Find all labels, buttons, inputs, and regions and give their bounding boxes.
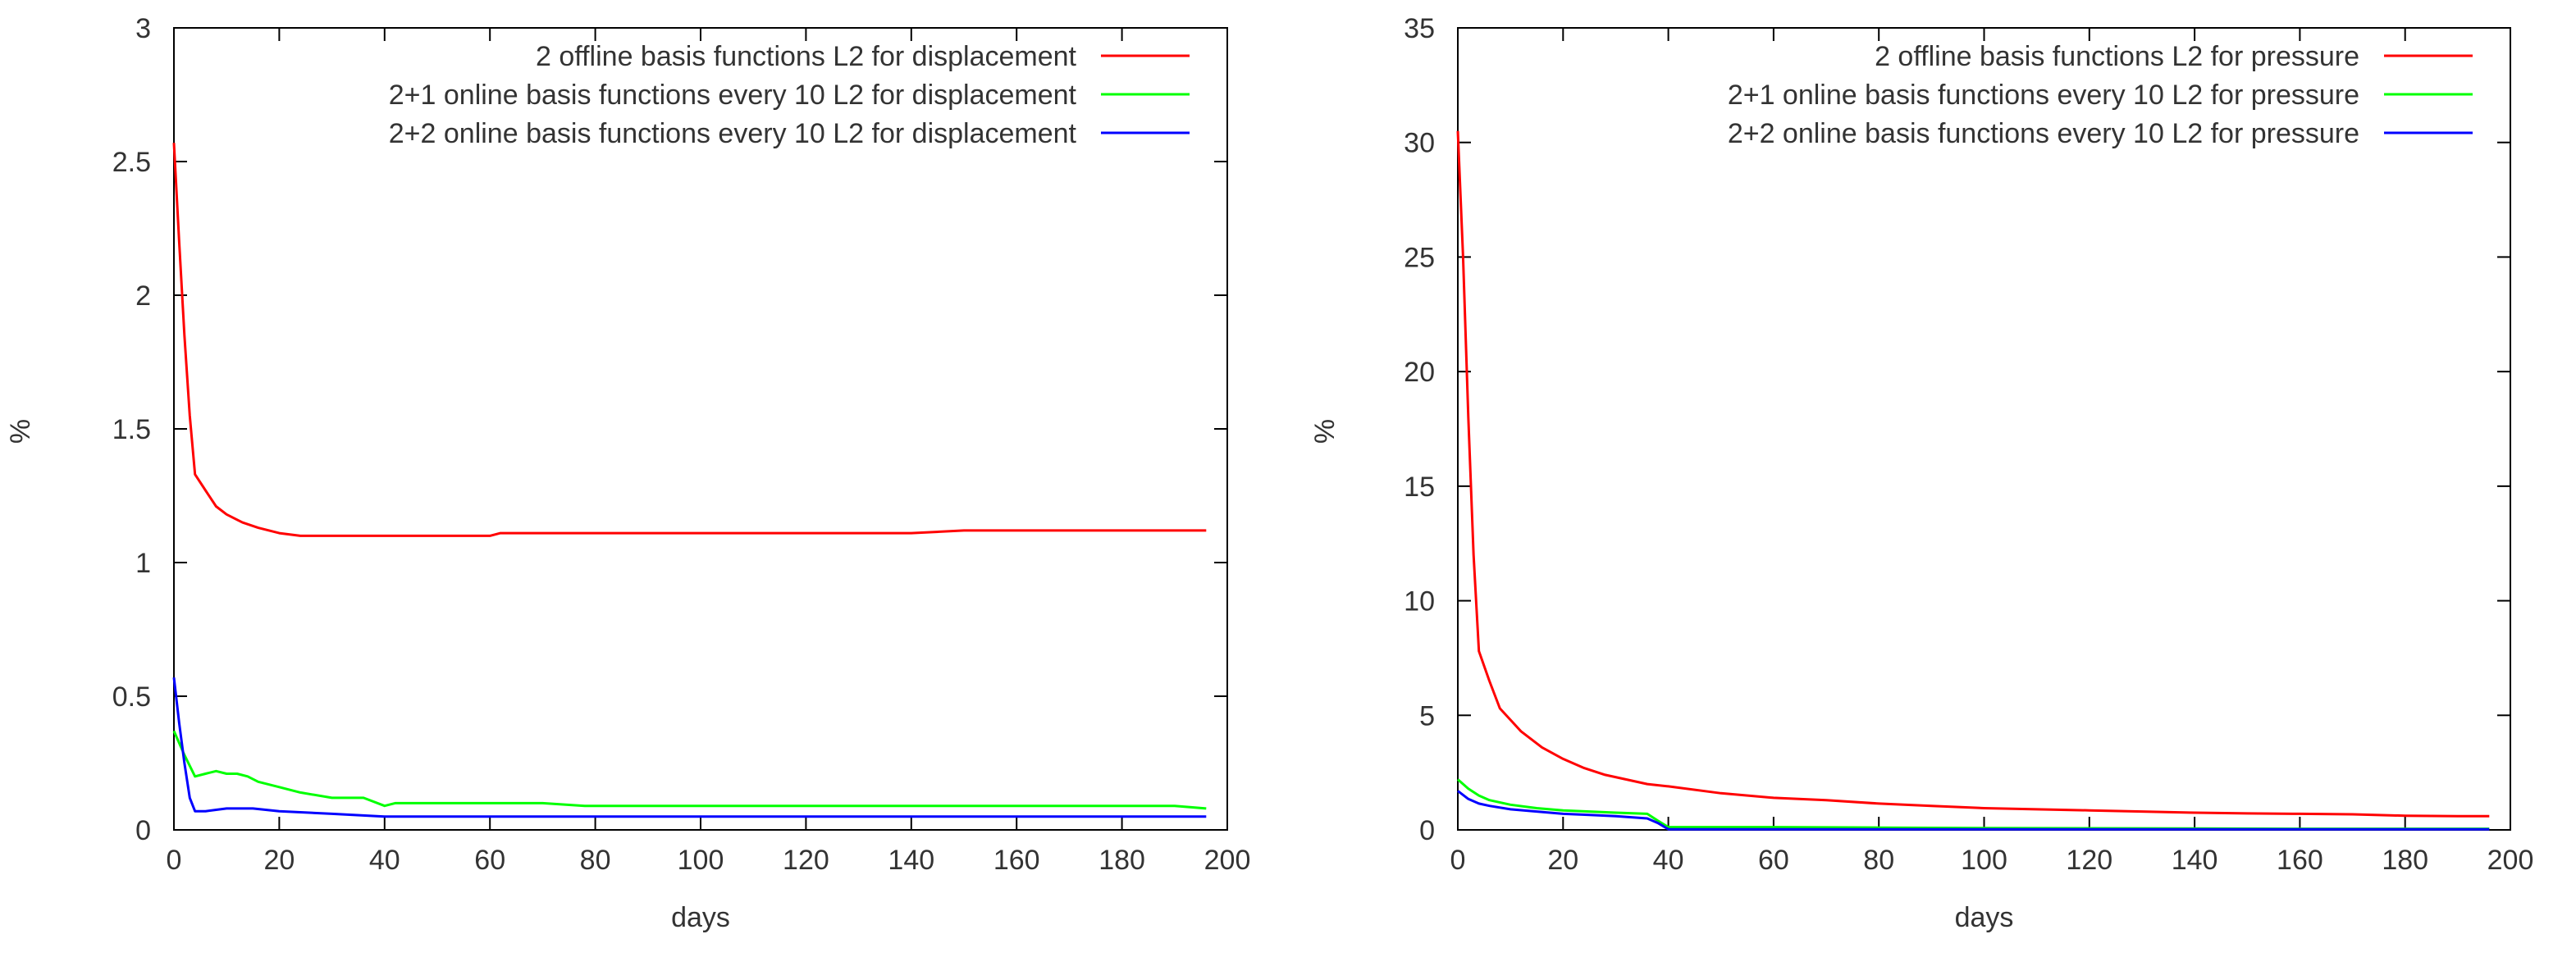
chart-1-series-line-3 <box>1457 790 2490 831</box>
chart-1-y-axis-label: % <box>1309 419 1341 444</box>
chart-0-y-tick-label: 2.5 <box>112 147 151 178</box>
chart-0-x-tick-label: 80 <box>580 845 611 876</box>
chart-1-legend-label-3: 2+2 online basis functions every 10 L2 f… <box>1728 118 2359 149</box>
chart-0-x-tick-label: 180 <box>1098 845 1145 876</box>
chart-0-x-tick-label: 100 <box>678 845 724 876</box>
chart-1-legend-label-2: 2+1 online basis functions every 10 L2 f… <box>1728 80 2359 111</box>
chart-0-x-tick-label: 40 <box>369 845 400 876</box>
chart-0-x-tick-label: 20 <box>263 845 295 876</box>
chart-0-x-tick-label: 60 <box>474 845 505 876</box>
chart-1-legend-label-1: 2 offline basis functions L2 for pressur… <box>1875 41 2359 72</box>
chart-0-y-tick-label: 2 <box>135 280 151 312</box>
chart-0-legend-label-3: 2+2 online basis functions every 10 L2 f… <box>389 118 1077 149</box>
chart-1-x-tick-label: 100 <box>1961 845 2007 876</box>
chart-0-legend-label-1: 2 offline basis functions L2 for displac… <box>536 41 1077 72</box>
chart-0-x-tick-label: 140 <box>888 845 934 876</box>
pressure-chart: 0 20 40 60 80 100 120 140 160 180 200 0 5 10 15 20 25 30 3… <box>1309 13 2533 933</box>
chart-0-y-tick-label: 3 <box>135 13 151 44</box>
chart-1-x-tick-label: 20 <box>1547 845 1578 876</box>
chart-0-series-line-1 <box>172 143 1207 537</box>
chart-1-y-tick-label: 20 <box>1404 357 1435 388</box>
chart-1-x-tick-label: 40 <box>1653 845 1684 876</box>
displacement-chart: 0 20 40 60 80 100 120 140 160 180 200 0 0.5 1 1.5 2 2.5 3… <box>5 13 1250 933</box>
chart-1-x-tick-label: 200 <box>2487 845 2534 876</box>
chart-1-y-tick-label: 35 <box>1404 13 1435 44</box>
chart-0-x-tick-label: 160 <box>993 845 1040 876</box>
chart-1-x-tick-label: 140 <box>2172 845 2218 876</box>
chart-1-y-tick-label: 5 <box>1419 700 1435 731</box>
chart-0-y-tick-label: 0 <box>135 815 151 846</box>
chart-0-legend-label-2: 2+1 online basis functions every 10 L2 f… <box>389 80 1077 111</box>
chart-1-y-tick-label: 30 <box>1404 128 1435 159</box>
chart-0-y-tick-label: 0.5 <box>112 681 151 713</box>
chart-1-x-tick-label: 80 <box>1863 845 1894 876</box>
chart-0-x-tick-label: 200 <box>1204 845 1251 876</box>
chart-0-y-tick-label: 1.5 <box>112 414 151 445</box>
chart-1-x-tick-label: 120 <box>2066 845 2112 876</box>
chart-1-x-tick-label: 180 <box>2382 845 2428 876</box>
chart-0-x-tick-label: 0 <box>167 845 182 876</box>
chart-0-series-line-3 <box>172 677 1207 818</box>
chart-1-series-line-1 <box>1456 130 2490 818</box>
chart-0-series-line-2 <box>172 730 1207 810</box>
chart-1-y-tick-label: 10 <box>1404 586 1435 617</box>
chart-1-y-tick-label: 25 <box>1404 242 1435 273</box>
chart-1-x-tick-label: 160 <box>2277 845 2323 876</box>
chart-1-x-axis-label: days <box>1955 902 2014 933</box>
chart-0-y-tick-label: 1 <box>135 548 151 579</box>
chart-1-x-tick-label: 0 <box>1450 845 1466 876</box>
chart-0-x-tick-label: 120 <box>783 845 829 876</box>
chart-0-x-axis-label: days <box>671 902 730 933</box>
chart-0-y-axis-label: % <box>5 419 36 444</box>
chart-1-y-tick-label: 15 <box>1404 472 1435 503</box>
chart-1-y-tick-label: 0 <box>1419 815 1435 846</box>
chart-1-x-tick-label: 60 <box>1758 845 1789 876</box>
